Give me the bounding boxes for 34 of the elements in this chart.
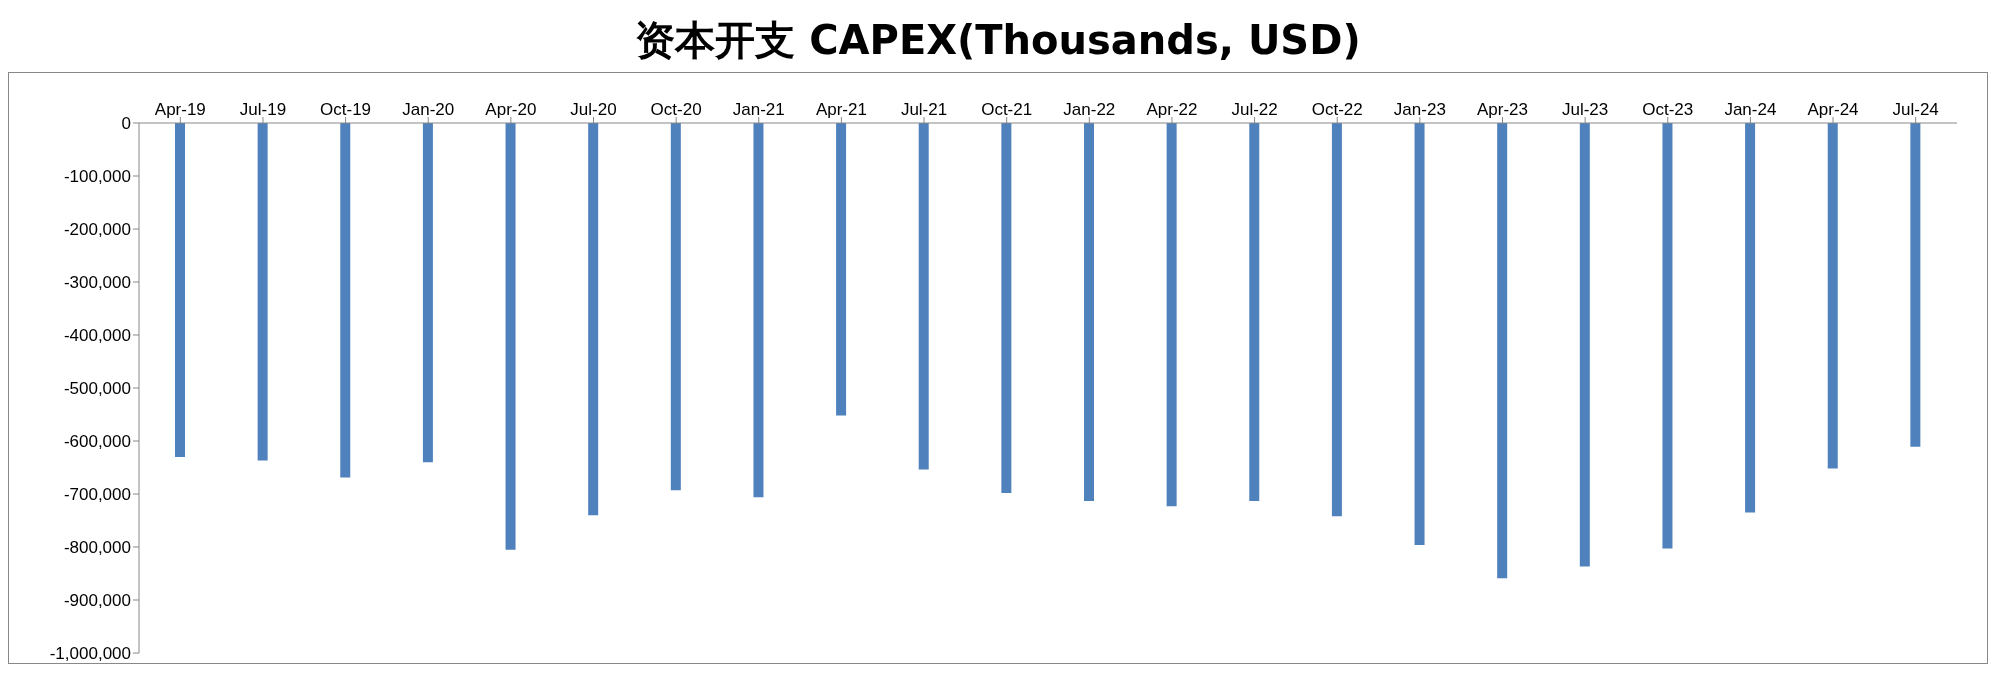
x-tick-label: Oct-20 <box>650 100 702 119</box>
y-tick-label: -700,000 <box>63 485 131 505</box>
y-tick-label: -800,000 <box>63 538 131 558</box>
x-tick-label: Jan-21 <box>732 100 785 119</box>
x-tick-label: Jan-20 <box>402 100 455 119</box>
chart-title: 资本开支 CAPEX(Thousands, USD) <box>634 16 1362 65</box>
x-tick-label: Jan-23 <box>1393 100 1446 119</box>
x-tick-label: Jan-24 <box>1724 100 1777 119</box>
x-tick-label: Oct-22 <box>1311 100 1363 119</box>
x-tick-label: Jan-22 <box>1063 100 1116 119</box>
y-tick-label: -1,000,000 <box>49 644 131 664</box>
x-tick-label: Jul-24 <box>1892 100 1939 119</box>
x-tick-label: Oct-21 <box>981 100 1033 119</box>
y-tick-label: 0 <box>121 114 131 134</box>
x-tick-label: Apr-23 <box>1476 100 1529 119</box>
y-tick-label: -200,000 <box>63 220 131 240</box>
x-tick-label: Jul-22 <box>1231 100 1278 119</box>
x-tick-label: Jul-23 <box>1561 100 1609 119</box>
x-tick-label: Oct-23 <box>1642 100 1694 119</box>
y-tick-label: -900,000 <box>63 591 131 611</box>
x-tick-label: Apr-22 <box>1146 100 1198 119</box>
x-tick-label: Oct-19 <box>320 100 372 119</box>
y-tick-label: -400,000 <box>63 326 131 346</box>
y-tick-label: -100,000 <box>63 167 131 187</box>
x-tick-label: Apr-19 <box>154 100 206 119</box>
x-tick-label: Jul-20 <box>570 100 617 119</box>
x-tick-label: Apr-20 <box>485 100 537 119</box>
y-tick-label: -300,000 <box>63 273 131 293</box>
x-tick-label: Apr-21 <box>815 100 867 119</box>
x-tick-label: Jul-19 <box>239 100 287 119</box>
y-tick-label: -500,000 <box>63 379 131 399</box>
y-tick-label: -600,000 <box>63 432 131 452</box>
x-tick-label: Jul-21 <box>900 100 948 119</box>
x-tick-label: Apr-24 <box>1807 100 1859 119</box>
